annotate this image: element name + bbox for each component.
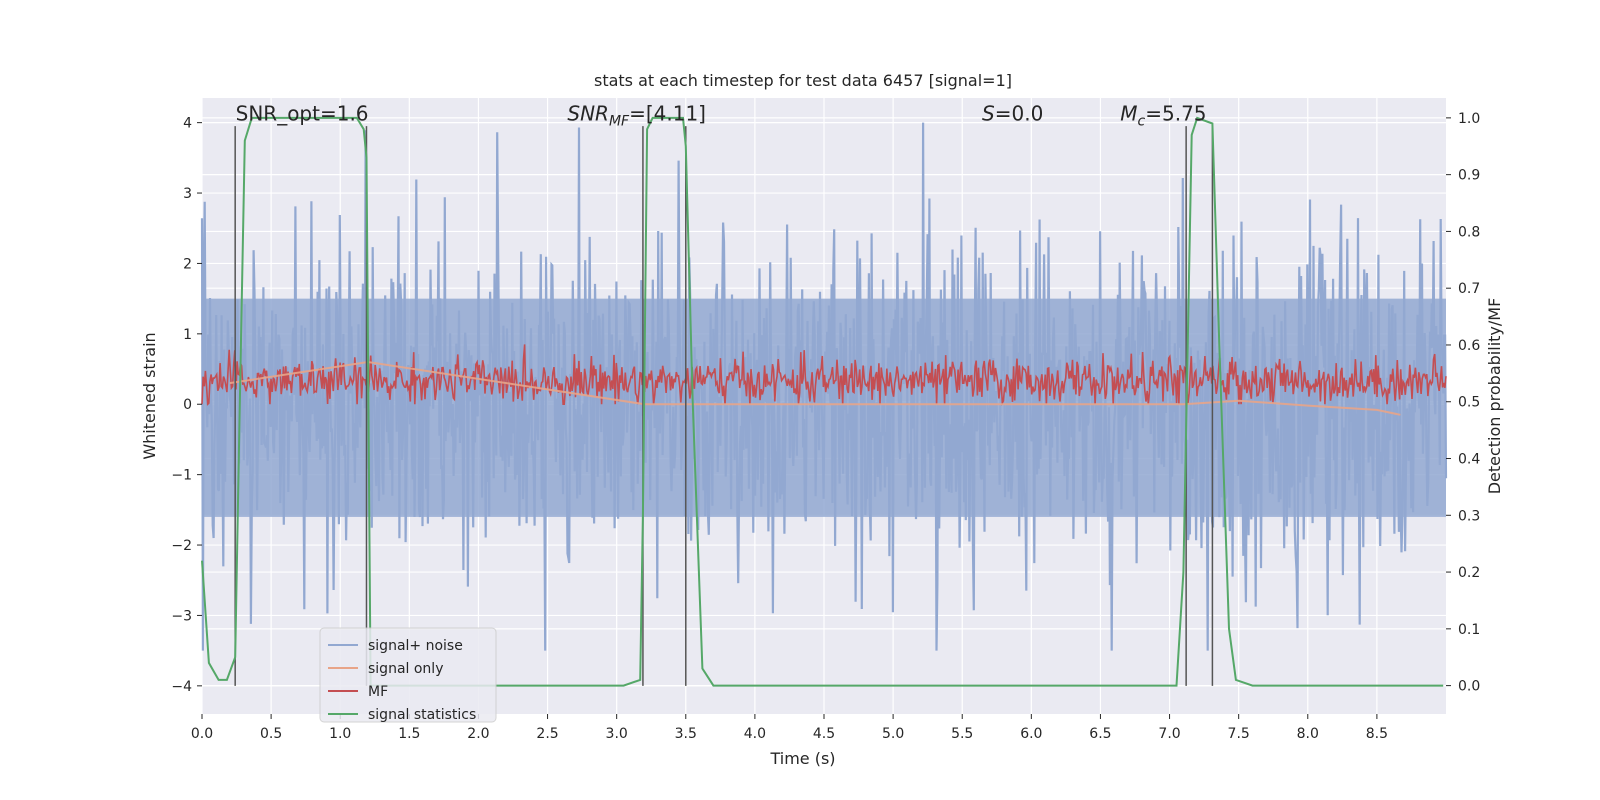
signal-statistics-line [201, 116, 1444, 687]
y-tick-label: 4 [183, 116, 192, 132]
x-tick-label: 4.5 [813, 726, 835, 742]
y-right-tick-label: 1.0 [1458, 111, 1480, 127]
legend-label: signal statistics [368, 707, 476, 723]
signal-statistics-series [201, 116, 1444, 687]
x-tick-label: 8.0 [1297, 726, 1319, 742]
y-tick-label: 3 [183, 186, 192, 202]
y-tick-label: 0 [183, 397, 192, 413]
y-tick-label: 2 [183, 256, 192, 272]
x-tick-label: 0.0 [191, 726, 213, 742]
y-tick-label: −3 [171, 608, 192, 624]
x-tick-label: 0.5 [260, 726, 282, 742]
mf-series [201, 344, 1447, 406]
y-tick-label: −4 [171, 679, 192, 695]
x-tick-label: 6.5 [1089, 726, 1111, 742]
x-tick-label: 3.5 [675, 726, 697, 742]
signal-only-series [229, 360, 1401, 416]
y-right-tick-label: 0.4 [1458, 452, 1480, 468]
x-tick-label: 7.5 [1228, 726, 1250, 742]
y-right-tick-label: 0.2 [1458, 565, 1480, 581]
y-right-tick-label: 0.0 [1458, 679, 1480, 695]
y-right-tick-label: 0.7 [1458, 281, 1480, 297]
y-right-tick-label: 0.6 [1458, 338, 1480, 354]
legend-label: MF [368, 684, 388, 700]
y-right-tick-label: 0.5 [1458, 395, 1480, 411]
annotation-2: SNRMF=[4.11] [567, 102, 706, 130]
annotation-1: SNR_opt=1.6 [236, 102, 369, 126]
x-axis-label: Time (s) [769, 749, 835, 768]
x-tick-label: 7.0 [1158, 726, 1180, 742]
signal-only-line [229, 360, 1401, 416]
y-tick-label: −1 [171, 468, 192, 484]
annotation-3: S=0.0 [982, 102, 1043, 126]
annotation-4: Mc=5.75 [1120, 102, 1206, 130]
noise-series [200, 122, 1448, 651]
x-tick-label: 2.0 [467, 726, 489, 742]
y-right-tick-label: 0.3 [1458, 508, 1480, 524]
legend-label: signal+ noise [368, 638, 463, 654]
legend: signal+ noise signal only MF signal statist… [319, 627, 497, 723]
chart-title: stats at each timestep for test data 645… [594, 71, 1012, 90]
y-right-tick-label: 0.1 [1458, 622, 1480, 638]
y-axis-right-label: Detection probability/MF [1485, 298, 1504, 495]
x-tick-label: 4.0 [744, 726, 766, 742]
x-tick-label: 6.0 [1020, 726, 1042, 742]
y-axis-label: Whitened strain [140, 332, 159, 459]
x-tick-label: 8.5 [1366, 726, 1388, 742]
x-tick-label: 5.0 [882, 726, 904, 742]
y-right-tick-label: 0.9 [1458, 168, 1480, 184]
x-tick-label: 1.5 [398, 726, 420, 742]
signal-noise-core [202, 298, 1446, 517]
mf-line [201, 344, 1447, 406]
legend-box [319, 627, 497, 723]
legend-label: signal only [368, 661, 443, 677]
x-tick-label: 2.5 [536, 726, 558, 742]
x-tick-label: 5.5 [951, 726, 973, 742]
annotations: SNR_opt=1.6 SNRMF=[4.11] S=0.0 Mc=5.75 [236, 102, 1207, 130]
x-tick-label: 3.0 [606, 726, 628, 742]
y-right-tick-label: 0.8 [1458, 224, 1480, 240]
y-tick-label: 1 [183, 327, 192, 343]
y-tick-label: −2 [171, 538, 192, 554]
x-tick-label: 1.0 [329, 726, 351, 742]
